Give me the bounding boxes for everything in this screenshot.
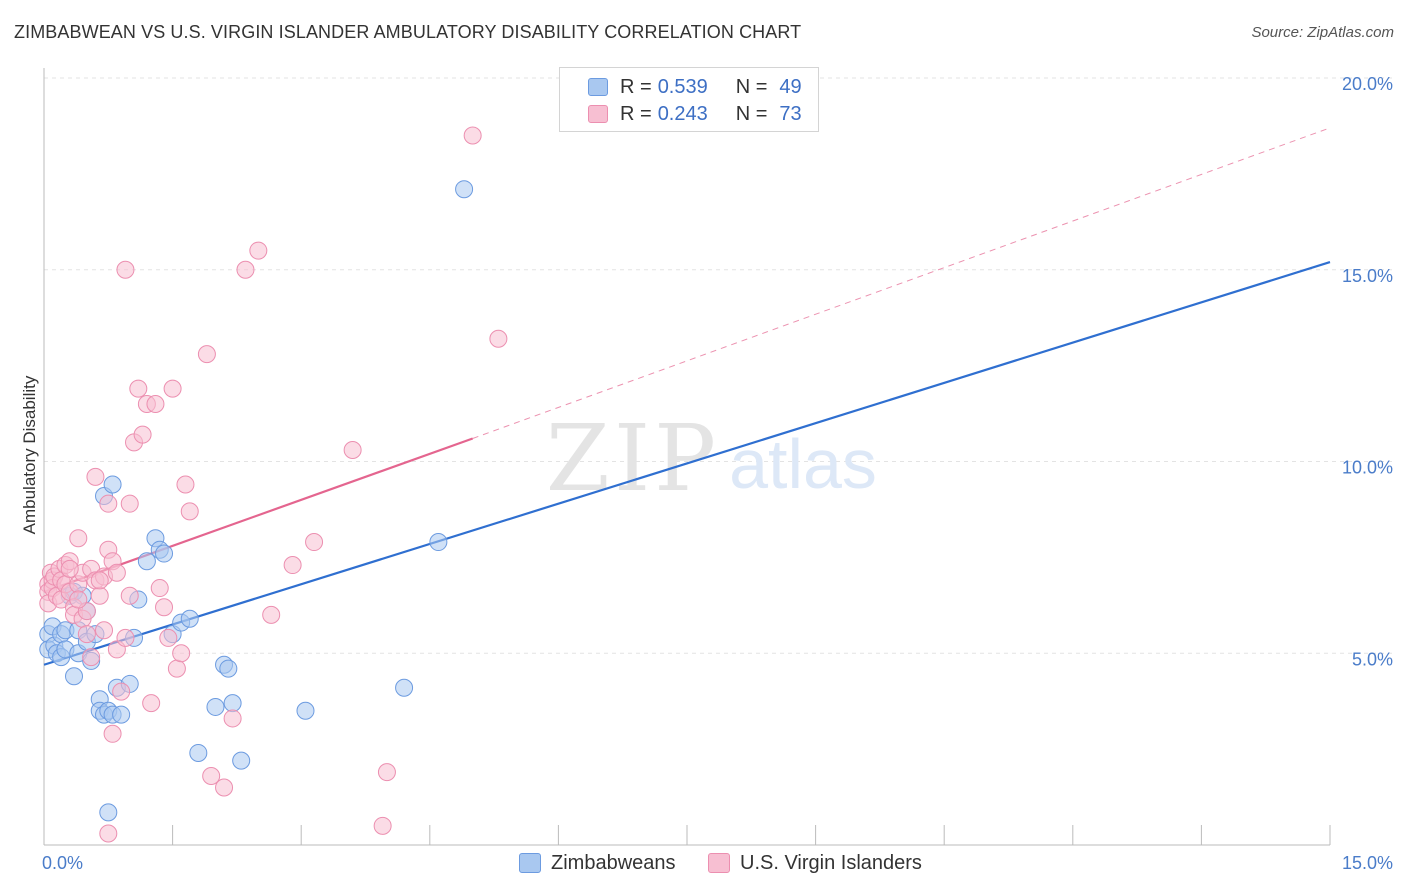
data-point-virgin-islanders [112, 682, 131, 701]
y-tick-label: 15.0% [1342, 266, 1393, 286]
data-point-virgin-islanders [180, 502, 199, 521]
trend-layer [43, 127, 1331, 666]
data-point-virgin-islanders [163, 379, 182, 398]
data-point-virgin-islanders [197, 345, 216, 364]
bottom-legend-label: U.S. Virgin Islanders [740, 851, 922, 874]
data-point-virgin-islanders [159, 628, 178, 647]
data-point-virgin-islanders [377, 763, 396, 782]
data-point-virgin-islanders [116, 628, 135, 647]
y-tick-label: 10.0% [1342, 458, 1393, 478]
legend-n-label: N = [735, 102, 768, 125]
legend-r-label: R = [620, 102, 652, 125]
trend-extension-virgin-islanders [472, 127, 1331, 439]
legend-n-value: 73 [779, 102, 802, 125]
data-point-virgin-islanders [150, 579, 169, 598]
data-point-zimbabweans [455, 180, 474, 199]
data-point-zimbabweans [232, 751, 251, 770]
data-point-virgin-islanders [373, 816, 392, 835]
data-point-virgin-islanders [215, 778, 234, 797]
tick-label-layer: 5.0% 10.0% 15.0% 20.0% 0.0% 15.0% [42, 74, 1393, 873]
data-point-virgin-islanders [90, 571, 109, 590]
correlation-legend: R = 0.539 N = 49 R = 0.243 N = 73 [559, 67, 819, 132]
data-point-virgin-islanders [69, 590, 88, 609]
data-point-zimbabweans [189, 743, 208, 762]
legend-r-value: 0.539 [657, 75, 708, 98]
data-point-virgin-islanders [202, 766, 221, 785]
data-point-virgin-islanders [343, 440, 362, 459]
data-point-virgin-islanders [223, 709, 242, 728]
data-point-virgin-islanders [176, 475, 195, 494]
chart-title: ZIMBABWEAN VS U.S. VIRGIN ISLANDER AMBUL… [14, 22, 802, 42]
data-point-virgin-islanders [90, 586, 109, 605]
data-point-virgin-islanders [262, 605, 281, 624]
data-point-virgin-islanders [146, 394, 165, 413]
legend-swatch-blue [588, 78, 608, 96]
data-point-zimbabweans [103, 475, 122, 494]
legend-row-zimbabweans: R = 0.539 N = 49 [588, 74, 802, 100]
data-point-virgin-islanders [142, 694, 161, 713]
data-point-virgin-islanders [236, 260, 255, 279]
data-point-virgin-islanders [249, 241, 268, 260]
data-point-virgin-islanders [69, 529, 88, 548]
data-point-virgin-islanders [107, 563, 126, 582]
x-tick-label: 15.0% [1342, 853, 1393, 873]
data-point-virgin-islanders [133, 425, 152, 444]
data-point-virgin-islanders [116, 260, 135, 279]
bottom-legend-swatch-blue [519, 853, 541, 873]
data-point-virgin-islanders [86, 467, 105, 486]
y-tick-label: 20.0% [1342, 74, 1393, 94]
data-point-zimbabweans [395, 678, 414, 697]
watermark-zip: ZIP [546, 405, 720, 512]
x-tick-label: 0.0% [42, 853, 83, 873]
data-point-zimbabweans [296, 701, 315, 720]
trend-line-zimbabweans [43, 261, 1331, 666]
data-point-virgin-islanders [77, 625, 96, 644]
data-point-zimbabweans [206, 697, 225, 716]
data-point-virgin-islanders [99, 824, 118, 843]
data-point-virgin-islanders [489, 329, 508, 348]
data-point-virgin-islanders [129, 379, 148, 398]
data-point-virgin-islanders [120, 586, 139, 605]
data-point-zimbabweans [155, 544, 174, 563]
data-point-virgin-islanders [167, 659, 186, 678]
source-label: Source: ZipAtlas.com [1251, 24, 1394, 41]
grid-layer [44, 77, 1392, 654]
data-point-zimbabweans [219, 659, 238, 678]
data-point-zimbabweans [137, 552, 156, 571]
data-point-virgin-islanders [283, 556, 302, 575]
bottom-legend-label: Zimbabweans [551, 851, 676, 874]
data-point-virgin-islanders [305, 533, 324, 552]
legend-swatch-pink [588, 105, 608, 123]
legend-row-virgin-islanders: R = 0.243 N = 73 [588, 101, 802, 127]
legend-n-label: N = [735, 75, 768, 98]
y-tick-label: 5.0% [1352, 649, 1393, 669]
data-point-virgin-islanders [95, 621, 114, 640]
watermark: ZIP atlas [546, 405, 877, 512]
data-point-virgin-islanders [99, 494, 118, 513]
data-point-zimbabweans [65, 667, 84, 686]
legend-r-value: 0.243 [657, 102, 708, 125]
data-point-zimbabweans [429, 533, 448, 552]
legend-n-value: 49 [779, 75, 802, 98]
data-point-zimbabweans [112, 705, 131, 724]
data-point-zimbabweans [180, 609, 199, 628]
axis-layer [43, 68, 1331, 846]
bottom-legend-zimbabweans: Zimbabweans [519, 850, 676, 876]
watermark-atlas: atlas [729, 425, 877, 503]
bottom-legend-swatch-pink [708, 853, 730, 873]
bottom-legend-virgin-islanders: U.S. Virgin Islanders [708, 850, 922, 876]
data-point-virgin-islanders [463, 126, 482, 145]
data-point-zimbabweans [99, 803, 118, 822]
data-point-virgin-islanders [172, 644, 191, 663]
data-point-virgin-islanders [60, 559, 79, 578]
data-point-virgin-islanders [103, 724, 122, 743]
data-point-zimbabweans [223, 694, 242, 713]
legend-r-label: R = [620, 75, 652, 98]
data-point-virgin-islanders [155, 598, 174, 617]
data-point-virgin-islanders [120, 494, 139, 513]
data-point-virgin-islanders [82, 648, 101, 667]
points-layer [39, 126, 508, 843]
